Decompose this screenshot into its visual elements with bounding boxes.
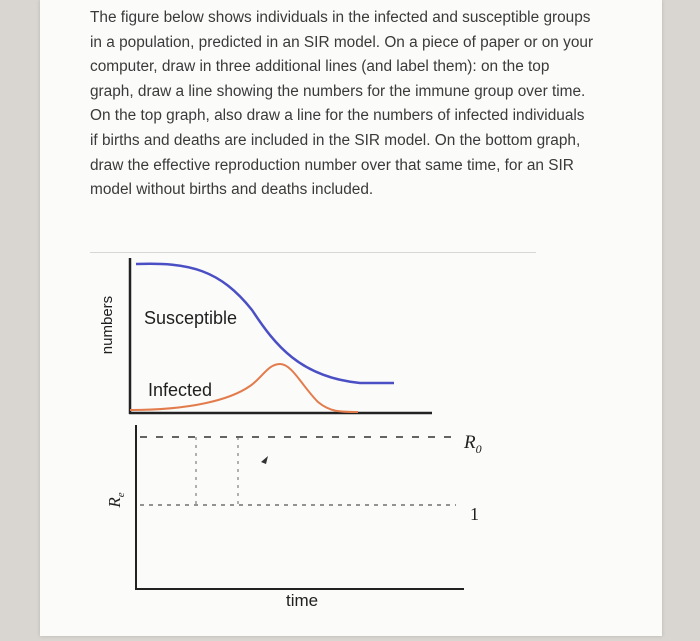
- cursor-arrow-icon: [261, 456, 268, 464]
- infected-curve: [129, 362, 359, 413]
- x-axis-label-time: time: [286, 591, 318, 610]
- bottom-y-axis-label: Re: [105, 492, 127, 508]
- infected-label: Infected: [148, 380, 212, 400]
- top-y-axis-label: numbers: [99, 296, 116, 354]
- question-text: The figure below shows individuals in th…: [90, 9, 594, 199]
- susceptible-curve: [135, 262, 394, 385]
- sir-figure: numbers Susceptible Infected Re R0 1 tim…: [99, 258, 482, 610]
- top-graph: numbers Susceptible Infected: [99, 258, 432, 415]
- bottom-graph: Re R0 1 time: [105, 425, 482, 610]
- divider: [90, 252, 536, 253]
- question-card: The figure below shows individuals in th…: [40, 0, 662, 636]
- r0-label: R0: [463, 432, 482, 456]
- one-label: 1: [470, 504, 479, 524]
- susceptible-label: Susceptible: [144, 308, 237, 328]
